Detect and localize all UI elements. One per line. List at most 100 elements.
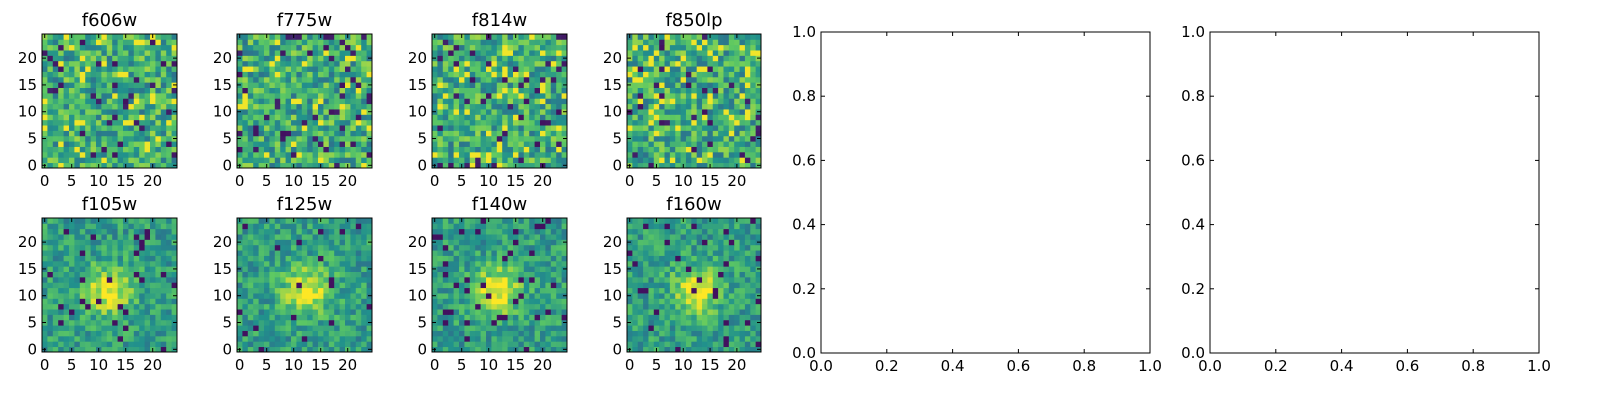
heatmap-cell: [691, 76, 698, 83]
heatmap-cell: [545, 260, 552, 267]
heatmap-cell: [123, 244, 129, 251]
heatmap-cell: [744, 293, 751, 299]
heatmap-cell: [545, 271, 552, 278]
heatmap-cell: [133, 276, 140, 283]
heatmap-cell: [166, 151, 172, 158]
heatmap-cell: [534, 319, 541, 326]
heatmap-cell: [680, 135, 687, 142]
heatmap-cell: [675, 276, 681, 283]
heatmap-cell: [496, 60, 503, 67]
heatmap-cell: [432, 309, 438, 315]
heatmap-cell: [734, 319, 740, 326]
heatmap-cell: [723, 82, 730, 88]
heatmap-cell: [328, 87, 335, 94]
heatmap-cell: [486, 303, 492, 310]
heatmap-cell: [691, 309, 698, 315]
heatmap-cell: [750, 82, 757, 88]
heatmap-cell: [350, 298, 357, 305]
heatmap-cell: [323, 34, 330, 40]
heatmap-cell: [680, 271, 687, 278]
heatmap-cell: [144, 130, 151, 137]
heatmap-cell: [90, 239, 97, 246]
heatmap-cell: [518, 298, 525, 305]
heatmap-cell: [85, 266, 91, 272]
heatmap-cell: [659, 325, 665, 331]
heatmap-cell: [518, 98, 525, 105]
heatmap-cell: [361, 119, 367, 126]
heatmap-cell: [312, 135, 319, 142]
heatmap-cell: [112, 135, 118, 142]
heatmap-cell: [653, 71, 660, 78]
heatmap-cell: [534, 282, 541, 289]
heatmap-cell: [653, 298, 660, 305]
heatmap-cell: [513, 87, 519, 94]
heatmap-cell: [291, 66, 297, 72]
heatmap-cell: [123, 76, 129, 83]
heatmap-cell: [529, 87, 535, 94]
heatmap-cell: [437, 287, 444, 294]
heatmap-cell: [491, 260, 498, 267]
heatmap-cell: [550, 266, 557, 272]
heatmap-cell: [166, 66, 172, 72]
heatmap-cell: [123, 71, 129, 78]
heatmap-cell: [253, 157, 259, 164]
heatmap-cell: [550, 298, 557, 305]
heatmap-cell: [242, 346, 249, 353]
heatmap-cell: [318, 141, 324, 147]
heatmap-cell: [437, 228, 444, 235]
heatmap-cell: [69, 119, 75, 126]
heatmap-cell: [707, 298, 714, 305]
heatmap-cell: [648, 50, 655, 56]
heatmap-cell: [79, 119, 86, 126]
heatmap-cell: [707, 287, 714, 294]
heatmap-cell: [496, 223, 503, 230]
heatmap-cell: [312, 255, 319, 262]
heatmap-cell: [637, 293, 644, 299]
heatmap-cell: [728, 109, 735, 115]
heatmap-cell: [696, 71, 703, 78]
heatmap-cell: [312, 157, 319, 164]
heatmap-cell: [166, 309, 172, 315]
heatmap-cell: [734, 87, 740, 94]
heatmap-cell: [648, 309, 655, 315]
heatmap-cell: [507, 266, 514, 272]
heatmap-cell: [52, 234, 59, 240]
heatmap-cell: [355, 76, 362, 83]
heatmap-cell: [366, 303, 373, 310]
heatmap-cell: [323, 287, 330, 294]
heatmap-cell: [258, 239, 265, 246]
heatmap-cell: [702, 276, 708, 283]
heatmap-cell: [280, 157, 286, 164]
heatmap-cell: [453, 146, 460, 153]
heatmap-cell: [728, 309, 735, 315]
heatmap-cell: [247, 157, 254, 164]
heatmap-cell: [486, 135, 492, 142]
heatmap-cell: [469, 250, 476, 256]
heatmap-cell: [269, 282, 276, 289]
heatmap-cell: [144, 92, 151, 99]
heatmap-cell: [459, 109, 465, 115]
heatmap-cell: [513, 234, 519, 240]
heatmap-cell: [74, 341, 81, 348]
heatmap-cell: [58, 234, 64, 240]
heatmap-cell: [247, 271, 254, 278]
heatmap-cell: [728, 44, 735, 51]
heatmap-cell: [128, 276, 135, 283]
heatmap-cell: [85, 50, 91, 56]
heatmap-cell: [155, 309, 162, 315]
heatmap-cell: [128, 114, 135, 121]
heatmap-cell: [74, 114, 81, 121]
heatmap-cell: [550, 76, 557, 83]
heatmap-cell: [242, 157, 249, 164]
heatmap-cell: [550, 287, 557, 294]
heatmap-cell: [728, 157, 735, 164]
heatmap-cell: [685, 319, 692, 326]
heatmap-cell: [328, 82, 335, 88]
heatmap-cell: [160, 109, 167, 115]
heatmap-cell: [659, 330, 665, 337]
heatmap-cell: [523, 157, 530, 164]
heatmap-cell: [464, 341, 471, 348]
heatmap-cell: [561, 276, 568, 283]
heatmap-cell: [350, 55, 357, 62]
heatmap-cell: [144, 282, 151, 289]
